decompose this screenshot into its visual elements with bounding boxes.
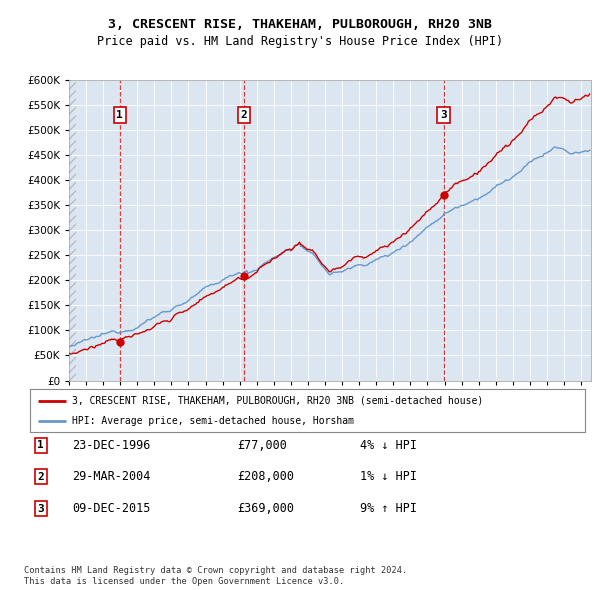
- Text: £369,000: £369,000: [237, 502, 294, 515]
- Text: £208,000: £208,000: [237, 470, 294, 483]
- Text: This data is licensed under the Open Government Licence v3.0.: This data is licensed under the Open Gov…: [24, 576, 344, 586]
- Text: Contains HM Land Registry data © Crown copyright and database right 2024.: Contains HM Land Registry data © Crown c…: [24, 566, 407, 575]
- Text: 09-DEC-2015: 09-DEC-2015: [72, 502, 151, 515]
- Bar: [69, 80, 76, 381]
- Text: 2: 2: [241, 110, 247, 120]
- Text: 2: 2: [37, 472, 44, 481]
- Text: 9% ↑ HPI: 9% ↑ HPI: [360, 502, 417, 515]
- Text: 1: 1: [116, 110, 123, 120]
- Text: 3: 3: [440, 110, 447, 120]
- Text: 1% ↓ HPI: 1% ↓ HPI: [360, 470, 417, 483]
- Text: 4% ↓ HPI: 4% ↓ HPI: [360, 439, 417, 452]
- Text: 29-MAR-2004: 29-MAR-2004: [72, 470, 151, 483]
- Text: 3, CRESCENT RISE, THAKEHAM, PULBOROUGH, RH20 3NB: 3, CRESCENT RISE, THAKEHAM, PULBOROUGH, …: [108, 18, 492, 31]
- Text: £77,000: £77,000: [237, 439, 287, 452]
- Text: HPI: Average price, semi-detached house, Horsham: HPI: Average price, semi-detached house,…: [71, 417, 353, 426]
- Text: 3, CRESCENT RISE, THAKEHAM, PULBOROUGH, RH20 3NB (semi-detached house): 3, CRESCENT RISE, THAKEHAM, PULBOROUGH, …: [71, 396, 483, 406]
- Text: 3: 3: [37, 504, 44, 513]
- Text: 23-DEC-1996: 23-DEC-1996: [72, 439, 151, 452]
- Text: Price paid vs. HM Land Registry's House Price Index (HPI): Price paid vs. HM Land Registry's House …: [97, 35, 503, 48]
- Text: 1: 1: [37, 441, 44, 450]
